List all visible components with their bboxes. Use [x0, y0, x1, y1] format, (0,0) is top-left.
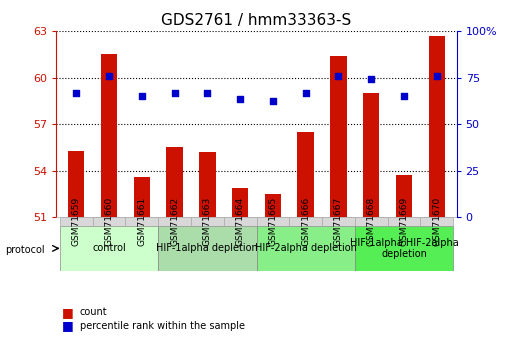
- FancyBboxPatch shape: [421, 217, 453, 226]
- Point: [137, 93, 146, 99]
- Text: percentile rank within the sample: percentile rank within the sample: [80, 321, 245, 331]
- Point: [203, 90, 211, 96]
- Text: GSM71669: GSM71669: [400, 197, 408, 246]
- FancyBboxPatch shape: [224, 217, 256, 226]
- FancyBboxPatch shape: [60, 217, 92, 226]
- Text: HIF-2alpha depletion: HIF-2alpha depletion: [255, 244, 357, 253]
- Text: GSM71670: GSM71670: [432, 197, 441, 246]
- Text: GSM71668: GSM71668: [367, 197, 376, 246]
- FancyBboxPatch shape: [256, 217, 289, 226]
- FancyBboxPatch shape: [256, 226, 355, 271]
- Bar: [166, 148, 183, 217]
- Text: GSM71659: GSM71659: [72, 197, 81, 246]
- Bar: [101, 55, 117, 217]
- Text: GSM71661: GSM71661: [137, 197, 146, 246]
- Text: GSM71664: GSM71664: [235, 197, 245, 246]
- Point: [236, 97, 244, 102]
- FancyBboxPatch shape: [289, 217, 322, 226]
- Point: [400, 93, 408, 99]
- Bar: [232, 188, 248, 217]
- FancyBboxPatch shape: [355, 217, 388, 226]
- Point: [269, 98, 277, 104]
- Text: protocol: protocol: [5, 245, 45, 255]
- FancyBboxPatch shape: [388, 217, 421, 226]
- Bar: [330, 56, 347, 217]
- FancyBboxPatch shape: [60, 226, 158, 271]
- Bar: [298, 132, 314, 217]
- Text: GSM71660: GSM71660: [105, 197, 113, 246]
- FancyBboxPatch shape: [125, 217, 158, 226]
- Text: GSM71663: GSM71663: [203, 197, 212, 246]
- Bar: [68, 151, 84, 217]
- FancyBboxPatch shape: [191, 217, 224, 226]
- Bar: [133, 177, 150, 217]
- FancyBboxPatch shape: [158, 217, 191, 226]
- FancyBboxPatch shape: [158, 226, 256, 271]
- Text: GSM71665: GSM71665: [268, 197, 278, 246]
- Text: GSM71662: GSM71662: [170, 197, 179, 246]
- Point: [302, 90, 310, 96]
- Text: GSM71667: GSM71667: [334, 197, 343, 246]
- Point: [170, 90, 179, 96]
- Text: ■: ■: [62, 306, 73, 319]
- Text: ■: ■: [62, 319, 73, 333]
- Text: HIF-1alpha depletion: HIF-1alpha depletion: [156, 244, 258, 253]
- Point: [334, 73, 343, 79]
- Bar: [429, 36, 445, 217]
- Bar: [199, 152, 215, 217]
- Point: [367, 77, 376, 82]
- FancyBboxPatch shape: [322, 217, 355, 226]
- Text: count: count: [80, 307, 107, 317]
- Point: [433, 73, 441, 79]
- Point: [72, 90, 80, 96]
- Bar: [265, 194, 281, 217]
- Text: HIF-1alpha HIF-2alpha
depletion: HIF-1alpha HIF-2alpha depletion: [350, 238, 459, 259]
- Text: GSM71666: GSM71666: [301, 197, 310, 246]
- FancyBboxPatch shape: [92, 217, 125, 226]
- Bar: [396, 176, 412, 217]
- Bar: [363, 93, 380, 217]
- FancyBboxPatch shape: [355, 226, 453, 271]
- Title: GDS2761 / hmm33363-S: GDS2761 / hmm33363-S: [162, 13, 351, 29]
- Point: [105, 73, 113, 79]
- Text: control: control: [92, 244, 126, 253]
